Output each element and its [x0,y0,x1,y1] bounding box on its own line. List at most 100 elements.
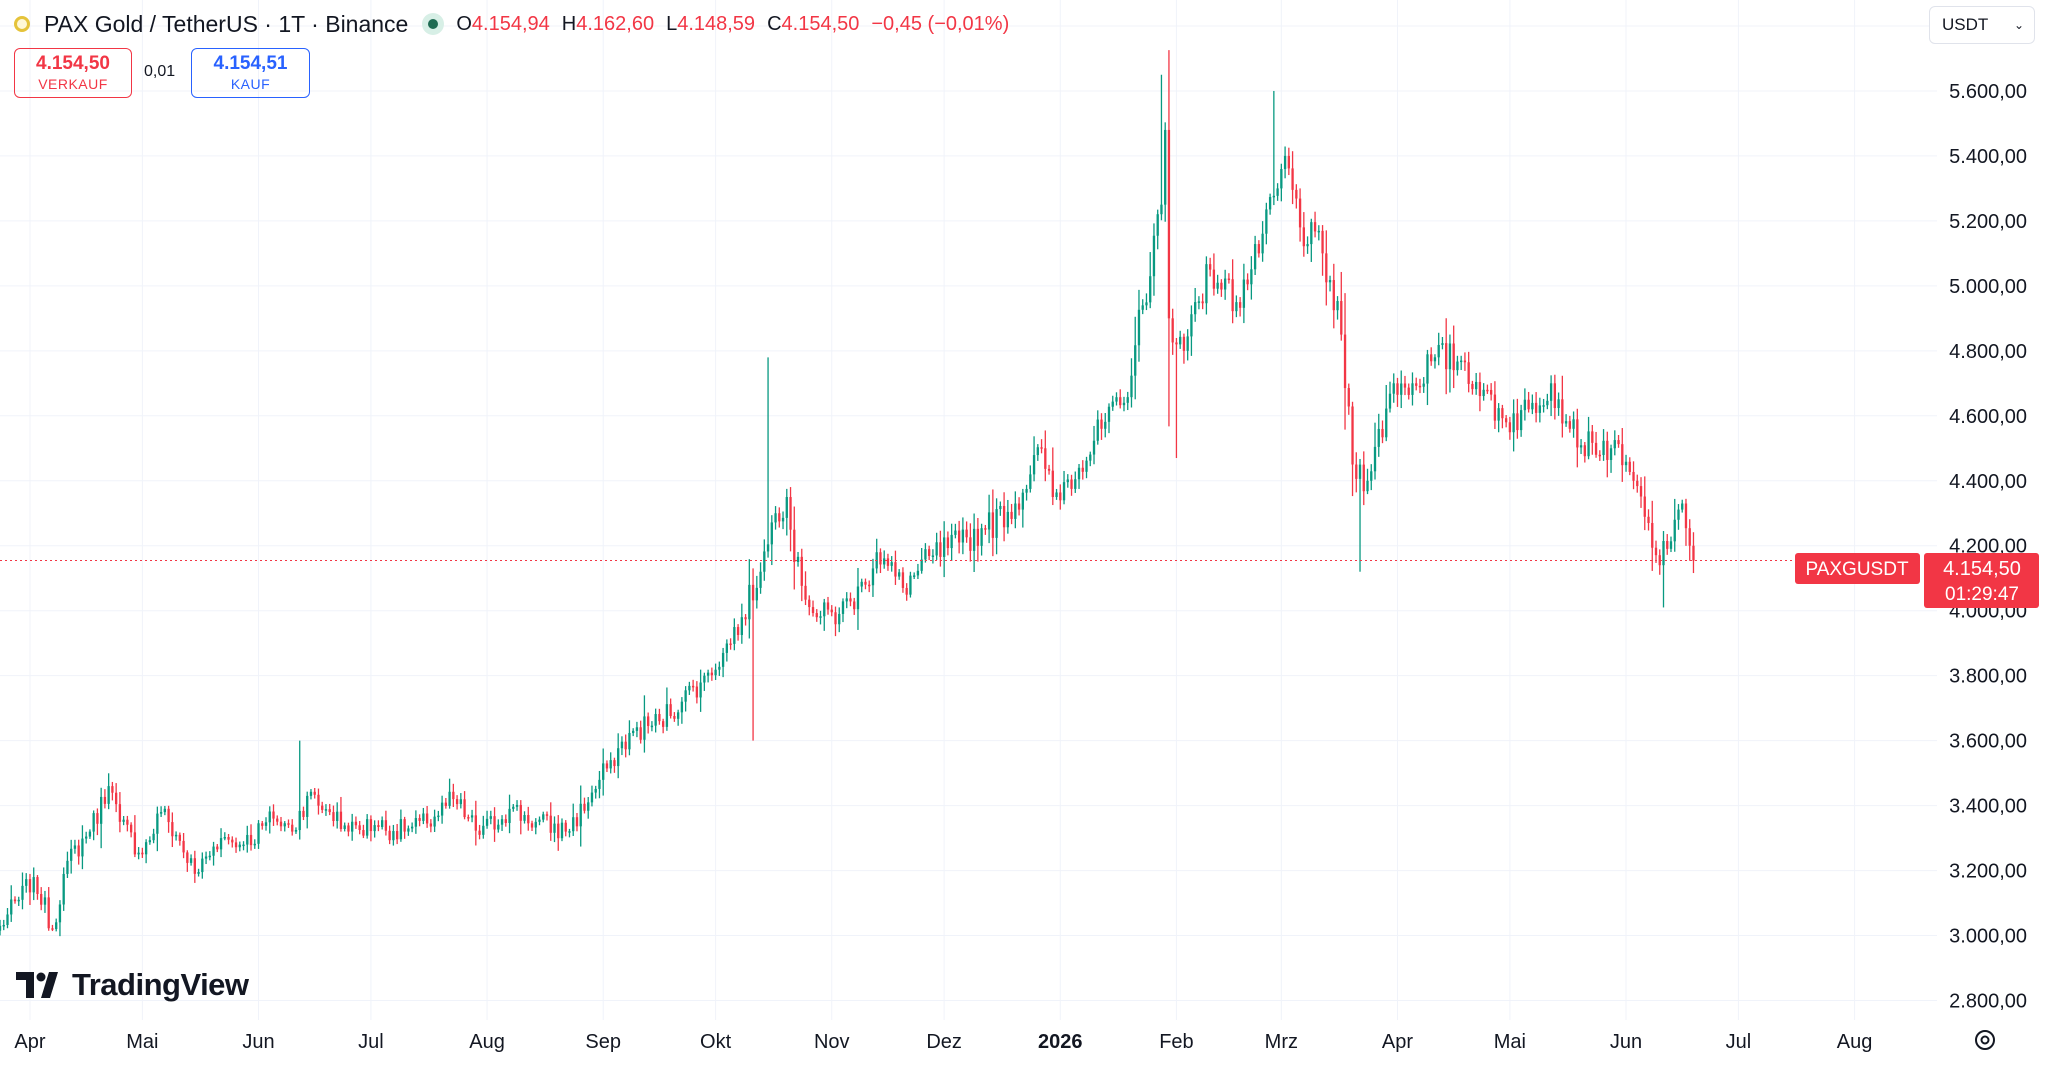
candle-body [1538,405,1542,413]
candle-body [1295,189,1298,199]
candle-body [1684,503,1688,529]
candle-body [1546,400,1549,406]
candle-body [1594,442,1598,455]
candle-body [523,815,526,821]
candle-body [470,815,474,818]
time-tick-label: Mai [126,1031,158,1053]
candle-body [871,568,875,586]
candle-body [676,712,680,719]
candle-body [1313,222,1317,232]
candle-body [36,877,39,894]
candle-body [598,779,601,789]
candle-body [444,802,448,806]
candle-body [287,823,290,825]
candle-body [1568,421,1571,429]
candle-body [886,558,890,566]
candle-body [1276,188,1279,196]
candle-body [987,512,991,530]
candle-body [1002,506,1006,528]
time-tick-label: Jun [1610,1031,1642,1053]
candle-body [1542,405,1545,407]
candle-body [512,806,515,809]
candle-body [635,727,639,731]
candlestick-series [0,50,1695,937]
candle-body [901,572,905,588]
candle-body [144,842,148,855]
candle-body [995,509,998,538]
candle-body [609,760,612,769]
candle-body [1208,264,1212,270]
candle-body [1302,227,1305,247]
candle-body [500,819,504,825]
candle-body [647,716,650,726]
symbol-title[interactable]: PAX Gold / TetherUS · 1T · Binance [44,10,409,37]
candle-body [216,846,219,850]
candle-body [32,877,35,893]
candle-body [1017,503,1021,510]
candle-body [1238,302,1242,308]
candle-body [1085,460,1088,472]
candle-body [946,537,950,549]
candle-body [1456,361,1459,371]
candle-body [279,821,283,827]
candle-body [1441,343,1444,345]
settings-gear-icon[interactable] [1972,1027,1998,1053]
buy-label: KAUF [230,76,271,92]
candle-body [167,808,170,823]
currency-select[interactable]: USDT ⌄ [1929,6,2035,44]
candle-body [669,704,672,717]
candle-body [1111,401,1114,407]
candle-body [804,585,807,600]
candle-body [425,813,429,824]
candle-body [778,513,781,522]
candle-body [1621,444,1624,466]
candle-body [744,617,747,620]
ohlc-open-value: 4.154,94 [471,12,550,35]
candle-body [1242,279,1246,308]
candle-body [171,822,174,837]
ohlc-values: O4.154,94 H4.162,60 L4.148,59 C4.154,50 … [456,13,1009,36]
candle-body [1411,383,1414,395]
last-price-tag: PAXGUSDT 4.154,50 01:29:47 [1795,553,2039,608]
candle-body [1235,302,1238,312]
candle-body [1328,280,1332,283]
candle-body [264,822,268,826]
price-tag-value: 4.154,50 [1943,558,2021,580]
candle-body [1268,197,1272,210]
candle-body [665,704,669,727]
candle-body [261,823,264,826]
candle-body [414,818,418,827]
candle-body [28,879,32,893]
price-axis[interactable]: 2.800,00 3.000,00 3.200,00 3.400,00 3.600,00… [1949,16,2027,1013]
candle-body [969,537,972,551]
candle-body [1032,455,1036,475]
candle-body [493,816,496,830]
candle-body [463,799,466,818]
candle-body [1422,383,1425,387]
tradingview-logo[interactable]: TradingView [16,965,249,1005]
candle-body [66,860,69,874]
time-axis[interactable]: Apr Mai Jun Jul Aug Sep Okt Nov Dez 2026 Feb Mrz Apr… [14,1031,1872,1053]
symbol-tag-bg [1795,553,1920,584]
candle-body [51,928,54,930]
candle-body [1557,399,1560,409]
candle-body [527,815,530,824]
price-tick-label: 4.600,00 [1949,406,2027,428]
candle-body [1591,431,1594,443]
candle-body [1381,428,1384,438]
buy-button[interactable]: 4.154,51 KAUF [191,48,310,98]
candle-body [751,584,755,601]
price-tick-label: 3.800,00 [1949,666,2027,688]
candle-body [1220,282,1223,290]
candle-body [1036,447,1039,456]
candle-body [766,544,770,552]
candle-body [159,812,163,814]
candle-body [695,686,699,698]
candle-body [1553,383,1557,409]
sell-button[interactable]: 4.154,50 VERKAUF [14,48,132,98]
candle-body [1156,214,1159,236]
candle-body [380,820,384,827]
candle-body [763,551,766,572]
candle-body [920,559,923,571]
